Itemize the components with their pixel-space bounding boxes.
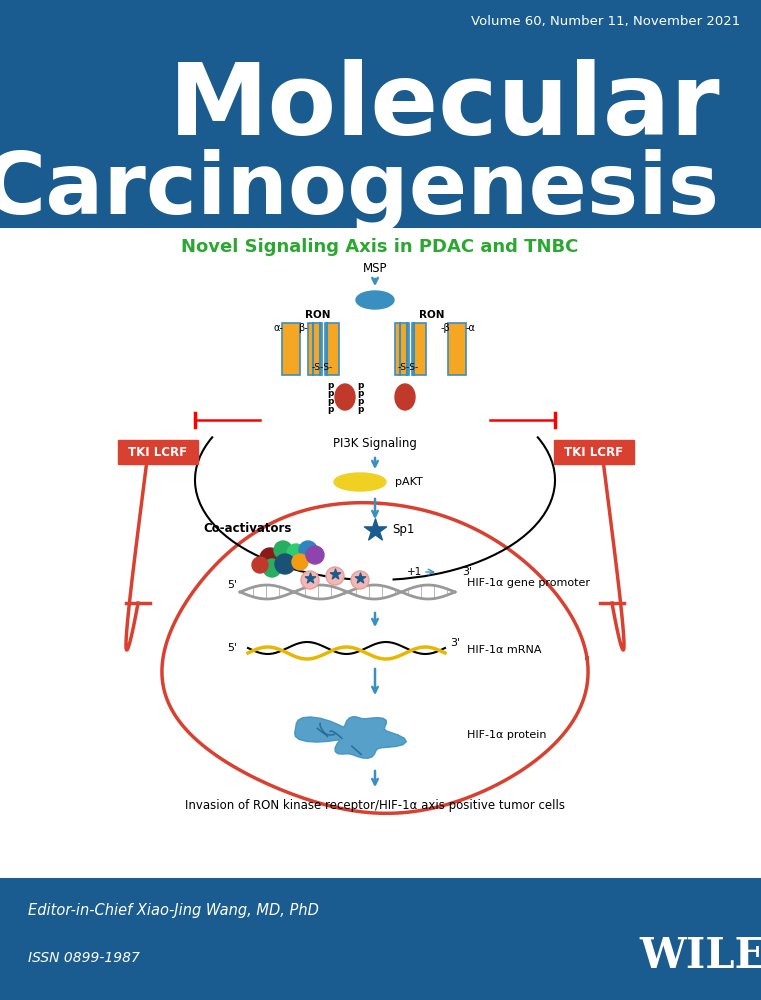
- Text: pAKT: pAKT: [395, 477, 423, 487]
- Text: p: p: [326, 380, 333, 389]
- Text: p: p: [326, 404, 333, 414]
- Polygon shape: [295, 717, 406, 758]
- Text: RON: RON: [305, 310, 331, 320]
- Point: [369, 522, 381, 538]
- Text: Carcinogenesis: Carcinogenesis: [0, 148, 720, 232]
- Text: -S-S-: -S-S-: [397, 363, 419, 372]
- Text: 5': 5': [227, 643, 237, 653]
- Text: p: p: [357, 380, 363, 389]
- Circle shape: [275, 554, 295, 574]
- Bar: [0, 878, 761, 1000]
- Text: 5': 5': [227, 580, 237, 590]
- Text: 3': 3': [462, 567, 472, 577]
- Circle shape: [263, 559, 281, 577]
- Text: Invasion of RON kinase receptor/HIF-1α axis positive tumor cells: Invasion of RON kinase receptor/HIF-1α a…: [185, 798, 565, 812]
- Circle shape: [260, 548, 280, 568]
- Text: 3': 3': [450, 638, 460, 648]
- Ellipse shape: [335, 384, 355, 410]
- Text: p: p: [326, 396, 333, 406]
- Bar: [118, 440, 198, 464]
- Text: -S-S-: -S-S-: [311, 363, 333, 372]
- Text: p: p: [357, 388, 363, 397]
- Ellipse shape: [356, 291, 394, 309]
- Circle shape: [274, 541, 292, 559]
- Bar: [395, 323, 409, 375]
- Text: -α: -α: [465, 323, 475, 333]
- Text: TKI LCRF: TKI LCRF: [129, 446, 187, 458]
- Bar: [448, 323, 466, 375]
- Bar: [325, 323, 339, 375]
- Text: HIF-1α gene promoter: HIF-1α gene promoter: [467, 578, 590, 588]
- Circle shape: [301, 571, 319, 589]
- Text: HIF-1α mRNA: HIF-1α mRNA: [467, 645, 542, 655]
- Text: Co-activators: Co-activators: [204, 522, 292, 534]
- Text: β-: β-: [298, 323, 308, 333]
- Text: p: p: [357, 404, 363, 414]
- Text: +1: +1: [407, 567, 422, 577]
- Circle shape: [292, 554, 308, 570]
- Point: [354, 570, 366, 586]
- Circle shape: [306, 546, 324, 564]
- Text: RON: RON: [419, 310, 444, 320]
- Text: Volume 60, Number 11, November 2021: Volume 60, Number 11, November 2021: [471, 15, 740, 28]
- Text: Novel Signaling Axis in PDAC and TNBC: Novel Signaling Axis in PDAC and TNBC: [181, 238, 578, 256]
- Text: ISSN 0899-1987: ISSN 0899-1987: [28, 951, 140, 965]
- Ellipse shape: [334, 473, 386, 491]
- Bar: [412, 323, 426, 375]
- Text: PI3K Signaling: PI3K Signaling: [333, 438, 417, 450]
- Text: p: p: [357, 396, 363, 406]
- Circle shape: [326, 567, 344, 585]
- Text: -β: -β: [440, 323, 450, 333]
- Bar: [0, 0, 761, 228]
- Circle shape: [252, 557, 268, 573]
- Bar: [554, 440, 634, 464]
- Point: [304, 570, 316, 586]
- Text: α-: α-: [273, 323, 283, 333]
- Text: TKI LCRF: TKI LCRF: [565, 446, 623, 458]
- Circle shape: [287, 544, 305, 562]
- Text: p: p: [326, 388, 333, 397]
- Circle shape: [299, 541, 317, 559]
- Text: Sp1: Sp1: [392, 524, 415, 536]
- Ellipse shape: [395, 384, 415, 410]
- Circle shape: [351, 571, 369, 589]
- Text: WILEY: WILEY: [639, 935, 761, 977]
- Text: Molecular: Molecular: [168, 60, 720, 156]
- Bar: [282, 323, 300, 375]
- Text: Editor-in-Chief Xiao-Jing Wang, MD, PhD: Editor-in-Chief Xiao-Jing Wang, MD, PhD: [28, 902, 319, 918]
- Bar: [308, 323, 322, 375]
- Text: MSP: MSP: [363, 261, 387, 274]
- Text: HIF-1α protein: HIF-1α protein: [467, 730, 546, 740]
- Point: [329, 566, 341, 582]
